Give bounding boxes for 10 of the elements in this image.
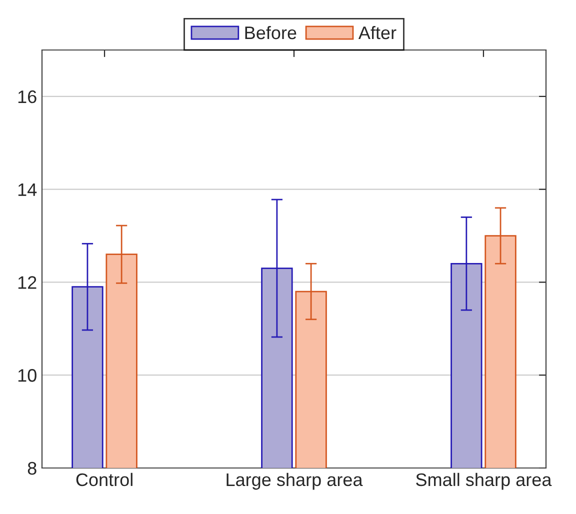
x-tick-label: Large sharp area xyxy=(226,472,363,490)
x-tick-label: Control xyxy=(76,472,132,486)
legend-label: After xyxy=(358,26,396,40)
x-tick-label: Small sharp area xyxy=(416,472,552,490)
y-tick-label: 12 xyxy=(18,276,36,289)
y-tick-label: 8 xyxy=(28,462,36,475)
y-tick-label: 14 xyxy=(18,183,37,196)
y-tick-label: 10 xyxy=(18,369,36,382)
y-tick-label: 16 xyxy=(18,90,36,104)
legend-label: Before xyxy=(245,26,296,40)
